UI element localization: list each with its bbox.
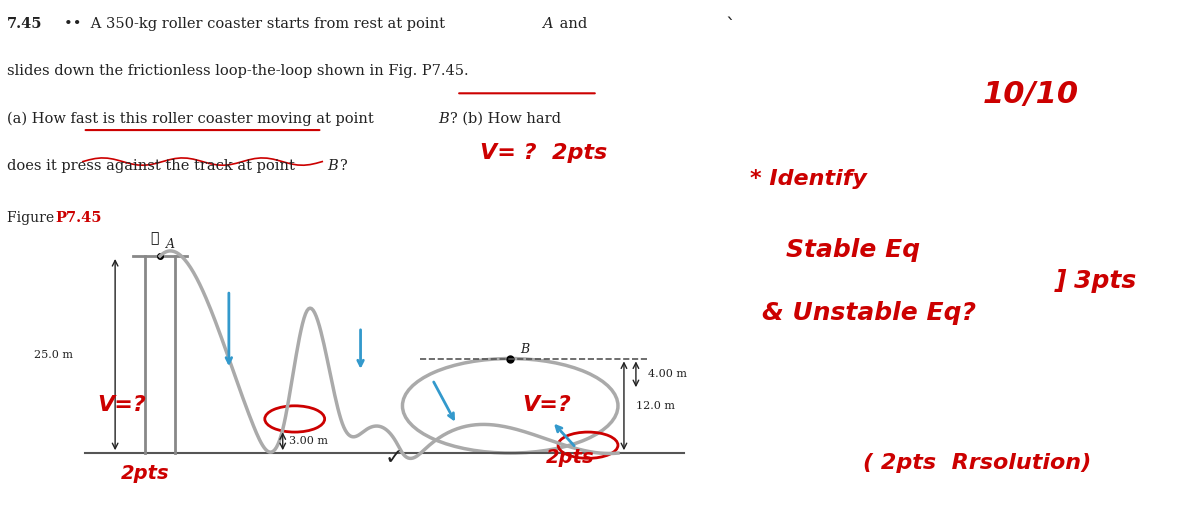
Text: 7.45: 7.45 xyxy=(7,17,43,31)
Text: `: ` xyxy=(726,17,736,36)
Text: Stable Eq: Stable Eq xyxy=(786,238,919,262)
Text: Figure: Figure xyxy=(7,212,59,225)
Text: ✓: ✓ xyxy=(384,448,403,468)
Text: and: and xyxy=(554,17,587,31)
Text: (a) How fast is this roller coaster moving at point: (a) How fast is this roller coaster movi… xyxy=(7,112,379,126)
Text: ••  A 350-kg roller coaster starts from rest at point: •• A 350-kg roller coaster starts from r… xyxy=(64,17,449,31)
Text: 4.00 m: 4.00 m xyxy=(648,369,686,379)
Text: 25.0 m: 25.0 m xyxy=(35,350,73,360)
Text: B: B xyxy=(438,112,449,126)
Text: does it press against the track at point: does it press against the track at point xyxy=(7,159,300,173)
Text: P7.45: P7.45 xyxy=(55,212,102,225)
Text: 2pts: 2pts xyxy=(121,464,169,483)
Text: B: B xyxy=(520,343,529,356)
Text: A: A xyxy=(166,238,175,251)
Text: 🔥: 🔥 xyxy=(150,232,158,246)
Text: * Identify: * Identify xyxy=(750,169,866,190)
Text: 2pts: 2pts xyxy=(546,448,595,467)
Text: V=?: V=? xyxy=(522,395,571,416)
Text: V= ?  2pts: V= ? 2pts xyxy=(480,143,607,163)
Text: ] 3pts: ] 3pts xyxy=(1055,269,1138,293)
Text: 12.0 m: 12.0 m xyxy=(636,401,674,411)
Text: slides down the frictionless loop-the-loop shown in Fig. P7.45.: slides down the frictionless loop-the-lo… xyxy=(7,64,469,79)
Text: V=?: V=? xyxy=(97,395,146,416)
Text: A: A xyxy=(542,17,553,31)
Text: B: B xyxy=(328,159,337,173)
Text: ( 2pts  Rrsolution): ( 2pts Rrsolution) xyxy=(863,453,1092,473)
Text: ?: ? xyxy=(340,159,347,173)
Text: 3.00 m: 3.00 m xyxy=(289,436,328,446)
Text: & Unstable Eq?: & Unstable Eq? xyxy=(762,301,976,325)
Text: 10/10: 10/10 xyxy=(983,80,1079,109)
Text: ? (b) How hard: ? (b) How hard xyxy=(450,112,562,126)
